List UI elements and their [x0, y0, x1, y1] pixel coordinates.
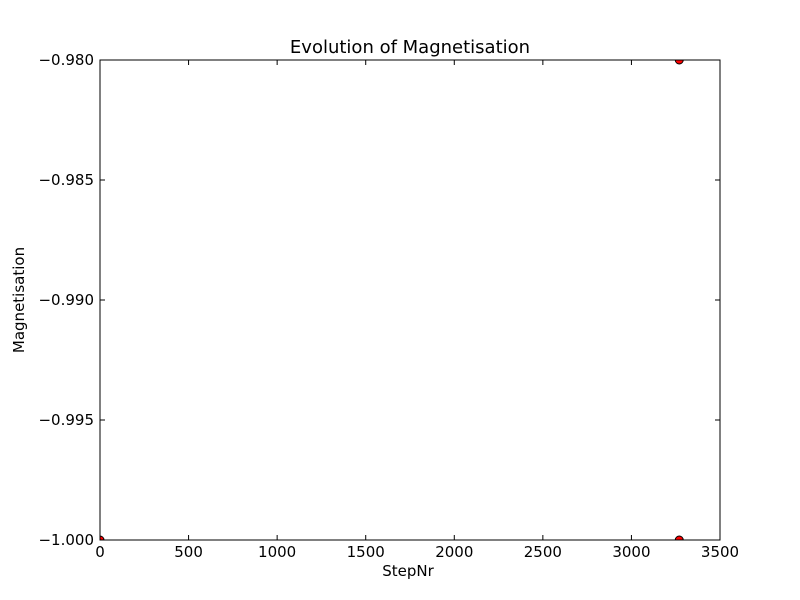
axis-tick-labels: 0 500 1000 1500 2000 2500 3000 3500 −0.980 −0.985… — [38, 51, 739, 561]
x-tick-label: 3500 — [701, 543, 739, 561]
x-tick-label: 2500 — [524, 543, 562, 561]
x-tick-label: 1500 — [347, 543, 385, 561]
data-points — [100, 60, 684, 540]
y-tick-label: −0.995 — [38, 411, 94, 429]
x-tick-label: 1000 — [258, 543, 296, 561]
x-tick-label: 3000 — [612, 543, 650, 561]
y-tick-label: −0.990 — [38, 291, 94, 309]
chart-title: Evolution of Magnetisation — [290, 37, 530, 58]
x-axis-label: StepNr — [382, 562, 434, 580]
y-axis-label: Magnetisation — [10, 247, 28, 353]
y-tick-label: −0.980 — [38, 51, 94, 69]
y-tick-label: −1.000 — [38, 531, 94, 549]
data-point — [674, 535, 684, 540]
plot-area-frame — [99, 59, 721, 541]
x-tick-label: 2000 — [435, 543, 473, 561]
data-point — [674, 60, 684, 65]
data-point — [100, 535, 105, 540]
x-tick-label: 500 — [174, 543, 203, 561]
x-tick-label: 0 — [95, 543, 105, 561]
y-tick-label: −0.985 — [38, 171, 94, 189]
